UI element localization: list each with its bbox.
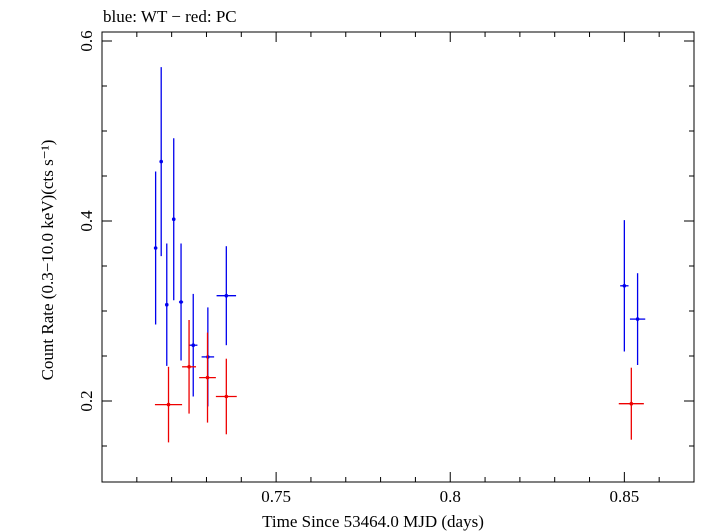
x-axis-label: Time Since 53464.0 MJD (days) xyxy=(262,512,484,531)
data-point xyxy=(171,217,176,221)
y-axis-label: Count Rate (0.3−10.0 keV)(cts s⁻¹) xyxy=(38,140,57,381)
data-point xyxy=(635,317,640,321)
data-point xyxy=(622,284,627,288)
data-point xyxy=(187,365,191,369)
series-wt xyxy=(153,67,646,407)
data-point xyxy=(224,293,229,298)
y-tick-label: 0.2 xyxy=(77,390,96,411)
chart-title: blue: WT − red: PC xyxy=(103,7,237,26)
data-point xyxy=(166,402,171,407)
data-point xyxy=(191,343,196,348)
data-point xyxy=(629,401,634,406)
data-point xyxy=(205,375,210,380)
data-point xyxy=(159,159,163,164)
y-tick-label: 0.4 xyxy=(77,210,96,232)
data-series xyxy=(153,67,646,443)
y-axis: 0.2 0.4 0.6 xyxy=(77,30,694,447)
y-tick-label: 0.6 xyxy=(77,30,96,51)
x-tick-label: 0.85 xyxy=(609,487,639,506)
x-tick-label: 0.8 xyxy=(440,487,461,506)
plot-frame xyxy=(101,31,695,483)
series-pc xyxy=(154,320,644,443)
x-axis: 0.75 0.8 0.85 xyxy=(136,32,660,506)
data-point xyxy=(179,300,183,304)
data-point xyxy=(224,394,229,399)
x-tick-label: 0.75 xyxy=(261,487,291,506)
data-point xyxy=(153,246,158,250)
data-point xyxy=(164,302,169,307)
